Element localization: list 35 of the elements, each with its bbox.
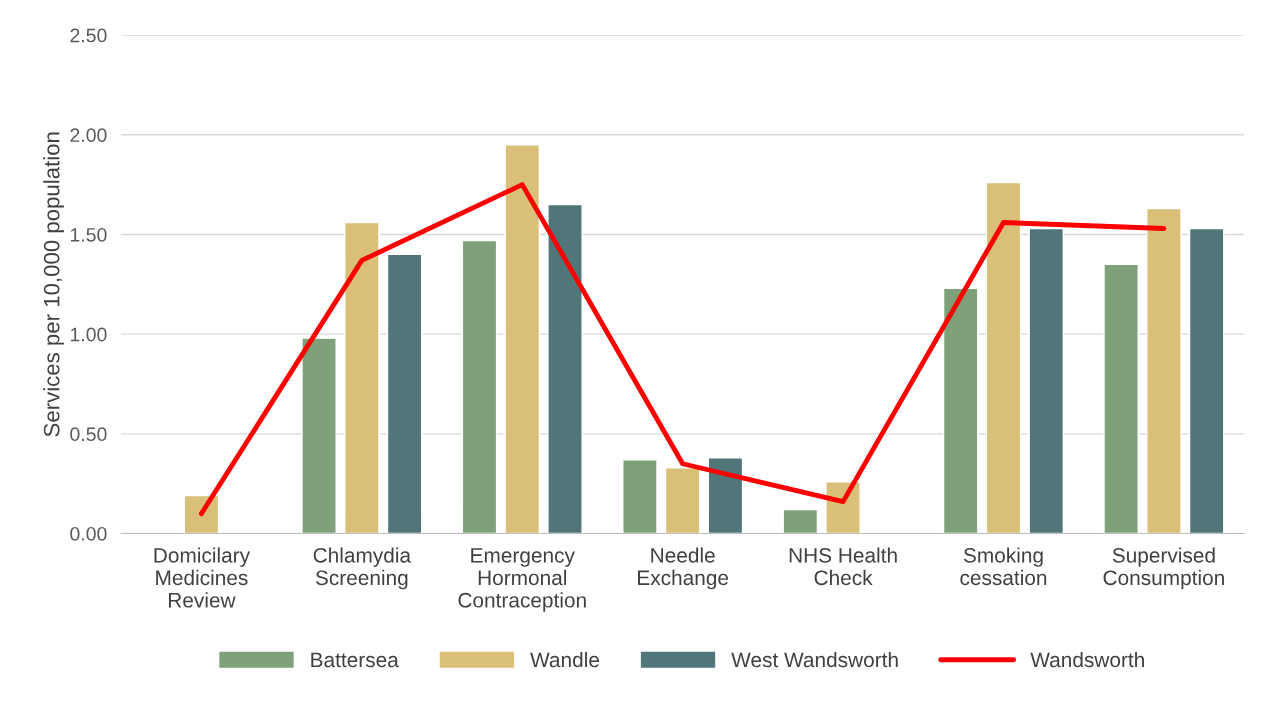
y-tick-label: 2.00 (70, 128, 107, 143)
bar (1146, 207, 1182, 534)
bar (547, 203, 583, 534)
bar (985, 181, 1022, 534)
legend-label: Wandle (530, 651, 599, 668)
y-tick-label: 0.50 (70, 427, 107, 442)
y-tick-label: 2.50 (70, 28, 107, 43)
bar (461, 239, 498, 534)
x-tick-label: Smoking cessation (960, 547, 1047, 586)
bar (707, 457, 744, 534)
x-tick-label: Chlamydia Screening (313, 547, 412, 590)
x-tick-label: Emergency Hormonal Contraception (458, 548, 586, 612)
legend-label: Battersea (311, 652, 399, 668)
bar (504, 144, 541, 534)
bar (1188, 227, 1225, 534)
bar (1103, 263, 1139, 534)
y-tick-label: 1.00 (70, 327, 107, 342)
x-tick-label: Domicilary Medicines Review (154, 547, 250, 608)
x-tick-label: NHS Health Check (789, 547, 897, 586)
y-tick-label: 1.50 (70, 227, 107, 242)
bar (344, 221, 380, 534)
y-tick-label: 0.00 (70, 526, 107, 541)
y-axis-title: Services per 10,000 population (43, 132, 64, 437)
bar (942, 287, 979, 534)
legend-label: West Wandsworth (731, 651, 898, 668)
bar (386, 253, 423, 534)
bar (301, 337, 337, 534)
line-series (199, 182, 1167, 517)
bar (664, 467, 701, 534)
bar (1028, 227, 1065, 534)
x-tick-label: Supervised Consumption (1103, 547, 1224, 590)
bar (622, 459, 658, 534)
bar (782, 508, 819, 534)
legend-label: Wandsworth (1030, 651, 1144, 668)
x-tick-label: Needle Exchange (638, 547, 729, 590)
